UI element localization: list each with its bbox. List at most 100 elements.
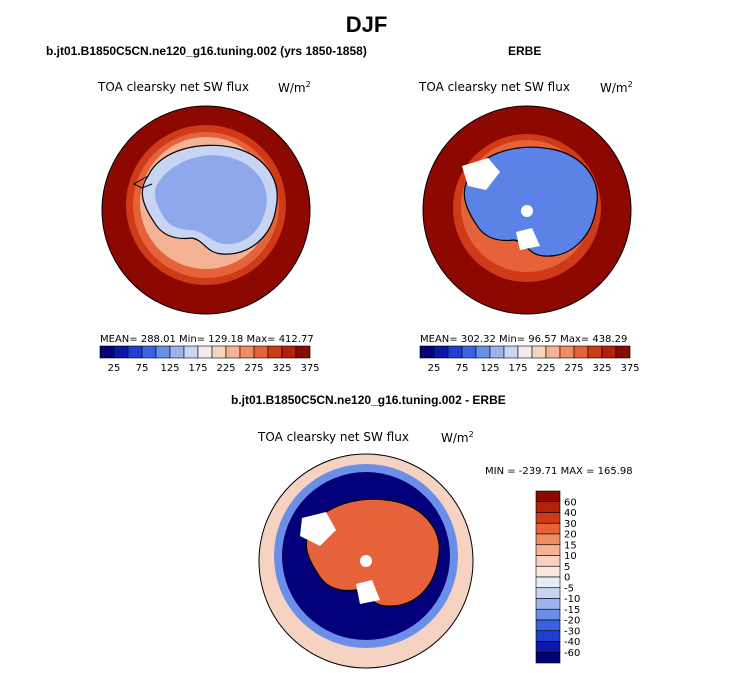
colorbar-swatch xyxy=(281,345,297,359)
colorbar-swatch xyxy=(517,345,533,359)
bottom-stats: MIN = -239.71 MAX = 165.98 xyxy=(485,466,633,477)
top-right-units: W/m2 xyxy=(600,80,633,95)
colorbar-tick-label: 75 xyxy=(456,363,469,374)
colorbar-tick-label: -20 xyxy=(564,616,580,627)
top-left-map xyxy=(102,106,310,314)
colorbar-swatch xyxy=(559,345,575,359)
colorbar-tick-label: 30 xyxy=(564,519,577,530)
top-right-stats: MEAN= 302.32 Min= 96.57 Max= 438.29 xyxy=(420,334,628,345)
colorbar-tick-label: -40 xyxy=(564,637,580,648)
colorbar-swatch xyxy=(99,345,115,359)
diff-land xyxy=(306,499,440,607)
top-right-map-border xyxy=(422,105,632,315)
pole-hole xyxy=(521,205,533,217)
colorbar-swatch xyxy=(535,501,561,513)
colorbar-tick-label: 225 xyxy=(216,363,235,374)
colorbar-swatch xyxy=(535,587,561,599)
colorbar-tick-label: 10 xyxy=(564,551,577,562)
colorbar-swatch xyxy=(419,345,435,359)
colorbar-swatch xyxy=(461,345,477,359)
colorbar-swatch xyxy=(573,345,589,359)
colorbar-tick-label: 125 xyxy=(160,363,179,374)
bottom-field-label: TOA clearsky net SW flux xyxy=(258,430,409,444)
colorbar-swatch xyxy=(535,598,561,610)
colorbar-tick-label: 60 xyxy=(564,497,577,508)
colorbar-tick-label: 5 xyxy=(564,562,570,573)
colorbar-swatch xyxy=(253,345,269,359)
top-right-map xyxy=(423,106,631,314)
colorbar-swatch xyxy=(197,345,213,359)
colorbar-swatch xyxy=(545,345,561,359)
colorbar-swatch xyxy=(535,522,561,535)
colorbar-swatch xyxy=(169,345,185,359)
page-title: DJF xyxy=(345,12,388,37)
colorbar-top-left: 25 75 125 175 225 275 325 375 xyxy=(99,345,320,374)
colorbar-tick-label: 125 xyxy=(480,363,499,374)
colorbar-swatch xyxy=(535,576,561,589)
peninsula-coastline xyxy=(132,175,153,189)
colorbar-swatch xyxy=(489,345,505,359)
colorbar-tick-label: 175 xyxy=(188,363,207,374)
colorbar-swatch xyxy=(447,345,463,359)
colorbar-tick-label: 75 xyxy=(136,363,149,374)
colorbar-swatch xyxy=(531,345,547,359)
colorbar-swatch xyxy=(535,641,561,653)
antarctica-coastline xyxy=(463,146,598,257)
colorbar-tick-label: 0 xyxy=(564,573,570,584)
colorbar-tick-label: 325 xyxy=(272,363,291,374)
colorbar-tick-label: 175 xyxy=(508,363,527,374)
colorbar-swatch xyxy=(267,345,283,359)
missing-data-region xyxy=(516,228,540,250)
colorbar-top-right: 25 75 125 175 225 275 325 375 xyxy=(419,345,640,374)
colorbar-swatch xyxy=(211,345,227,359)
top-left-map-border xyxy=(101,105,311,315)
colorbar-swatch xyxy=(113,345,129,359)
top-left-stats: MEAN= 288.01 Min= 129.18 Max= 412.77 xyxy=(100,334,314,345)
colorbar-tick-label: 15 xyxy=(564,540,577,551)
colorbar-swatch xyxy=(535,608,561,621)
colorbar-swatch xyxy=(535,651,561,664)
missing-data-region xyxy=(300,512,336,546)
colorbar-swatch xyxy=(295,345,311,359)
colorbar-tick-label: 275 xyxy=(244,363,263,374)
colorbar-swatch xyxy=(535,555,561,567)
colorbar-tick-label: 40 xyxy=(564,508,577,519)
colorbar-tick-label: 325 xyxy=(592,363,611,374)
bottom-map xyxy=(259,454,473,668)
colorbar-swatch xyxy=(503,345,519,359)
colorbar-tick-label: -10 xyxy=(564,594,580,605)
colorbar-tick-label: 25 xyxy=(108,363,121,374)
colorbar-tick-label: -5 xyxy=(564,583,574,594)
colorbar-tick-label: 20 xyxy=(564,530,577,541)
missing-data-region xyxy=(462,158,500,190)
colorbar-swatch xyxy=(587,345,603,359)
colorbar-swatch xyxy=(535,619,561,632)
colorbar-tick-label: -60 xyxy=(564,648,580,659)
colorbar-swatch xyxy=(127,345,143,359)
colorbar-tick-label: -15 xyxy=(564,605,580,616)
colorbar-swatch xyxy=(535,565,561,578)
colorbar-tick-label: 25 xyxy=(428,363,441,374)
colorbar-swatch xyxy=(155,345,171,359)
colorbar-swatch xyxy=(475,345,491,359)
top-right-case-title: ERBE xyxy=(508,44,542,58)
top-right-field-label: TOA clearsky net SW flux xyxy=(419,80,570,94)
top-left-units: W/m2 xyxy=(278,80,311,95)
missing-data-region xyxy=(356,580,380,604)
colorbar-swatch xyxy=(141,345,157,359)
colorbar-swatch xyxy=(183,345,199,359)
colorbar-tick-label: -30 xyxy=(564,626,580,637)
bottom-map-border xyxy=(258,453,474,669)
colorbar-tick-label: 225 xyxy=(536,363,555,374)
colorbar-swatch xyxy=(601,345,617,359)
colorbar-tick-label: 375 xyxy=(620,363,639,374)
top-left-case-title: b.jt01.B1850C5CN.ne120_g16.tuning.002 (y… xyxy=(46,44,367,58)
top-left-field-label: TOA clearsky net SW flux xyxy=(98,80,249,94)
bottom-case-title: b.jt01.B1850C5CN.ne120_g16.tuning.002 - … xyxy=(231,393,506,407)
bottom-units: W/m2 xyxy=(441,430,474,445)
antarctica-ice-mid xyxy=(154,155,267,245)
colorbar-swatch xyxy=(615,345,631,359)
antarctica-coastline xyxy=(141,144,278,255)
